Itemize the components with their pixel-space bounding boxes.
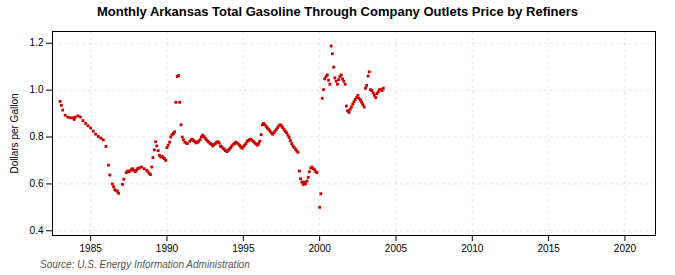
- html-text:Monthly Arkansas Total Gasolin: Monthly Arkansas Total Gasoline Through …: [97, 4, 578, 19]
- svg-text:1990: 1990: [156, 243, 179, 254]
- svg-text:2005: 2005: [385, 243, 408, 254]
- svg-text:2000: 2000: [309, 243, 332, 254]
- html-text:Source: U.S. Energy Informatio: Source: U.S. Energy Information Administ…: [40, 259, 250, 270]
- svg-text:1985: 1985: [80, 243, 103, 254]
- svg-text:0.8: 0.8: [30, 131, 44, 142]
- svg-text:Dollars per Gallon: Dollars per Gallon: [9, 93, 20, 173]
- svg-text:1.0: 1.0: [30, 84, 44, 95]
- svg-text:2010: 2010: [461, 243, 484, 254]
- svg-text:2015: 2015: [538, 243, 561, 254]
- svg-text:0.6: 0.6: [30, 178, 44, 189]
- svg-text:0.4: 0.4: [30, 225, 44, 236]
- svg-text:1995: 1995: [232, 243, 255, 254]
- svg-text:2020: 2020: [614, 243, 637, 254]
- svg-text:1.2: 1.2: [30, 37, 44, 48]
